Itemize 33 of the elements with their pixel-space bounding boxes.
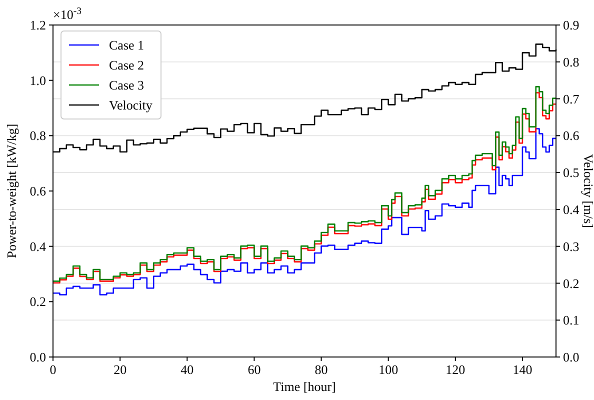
legend-label: Case 3 [109, 78, 144, 93]
y2-tick-label: 0.7 [563, 91, 580, 106]
x-tick-label: 140 [512, 362, 532, 377]
text: ×10$^{-3}$ [53, 6, 82, 22]
y2-tick-label: 0.8 [563, 54, 580, 70]
x-tick-label: 80 [314, 362, 328, 377]
y-tick-label: 0.4 [30, 238, 46, 254]
x-axis-title: Time [hour] [273, 379, 336, 394]
y-tick-label: 0.0 [30, 350, 46, 365]
y2-axis-title: Velocity [m/s] [581, 154, 594, 228]
y2-tick-label: 0.2 [563, 276, 580, 291]
y-axis-title: Power-to-weight [kW/kg] [4, 124, 19, 258]
x-tick-label: 0 [50, 362, 56, 377]
y2-tick-label: 0.6 [563, 128, 580, 144]
legend-label: Case 1 [109, 38, 144, 53]
x-tick-label: 60 [248, 362, 261, 377]
y-tick-label: 1.0 [30, 72, 46, 88]
y-tick-label: 1.2 [30, 18, 46, 33]
y2-tick-label: 0.9 [563, 18, 580, 33]
y-tick-label: 0.8 [30, 128, 46, 144]
y-tick-label: 0.2 [30, 294, 46, 310]
y2-tick-label: 0.5 [563, 165, 580, 180]
y2-tick-label: 0.3 [563, 238, 580, 254]
y2-tick-label: 0.0 [563, 350, 580, 365]
x-tick-label: 120 [446, 362, 466, 377]
y-tick-label: 0.6 [30, 184, 46, 199]
x-tick-label: 100 [378, 362, 398, 377]
y2-tick-label: 0.4 [563, 202, 580, 217]
y2-tick-label: 0.1 [563, 312, 580, 328]
x-tick-label: 20 [114, 362, 127, 377]
x-tick-label: 40 [180, 362, 194, 377]
legend-label: Velocity [109, 98, 153, 113]
legend-label: Case 2 [109, 58, 144, 73]
